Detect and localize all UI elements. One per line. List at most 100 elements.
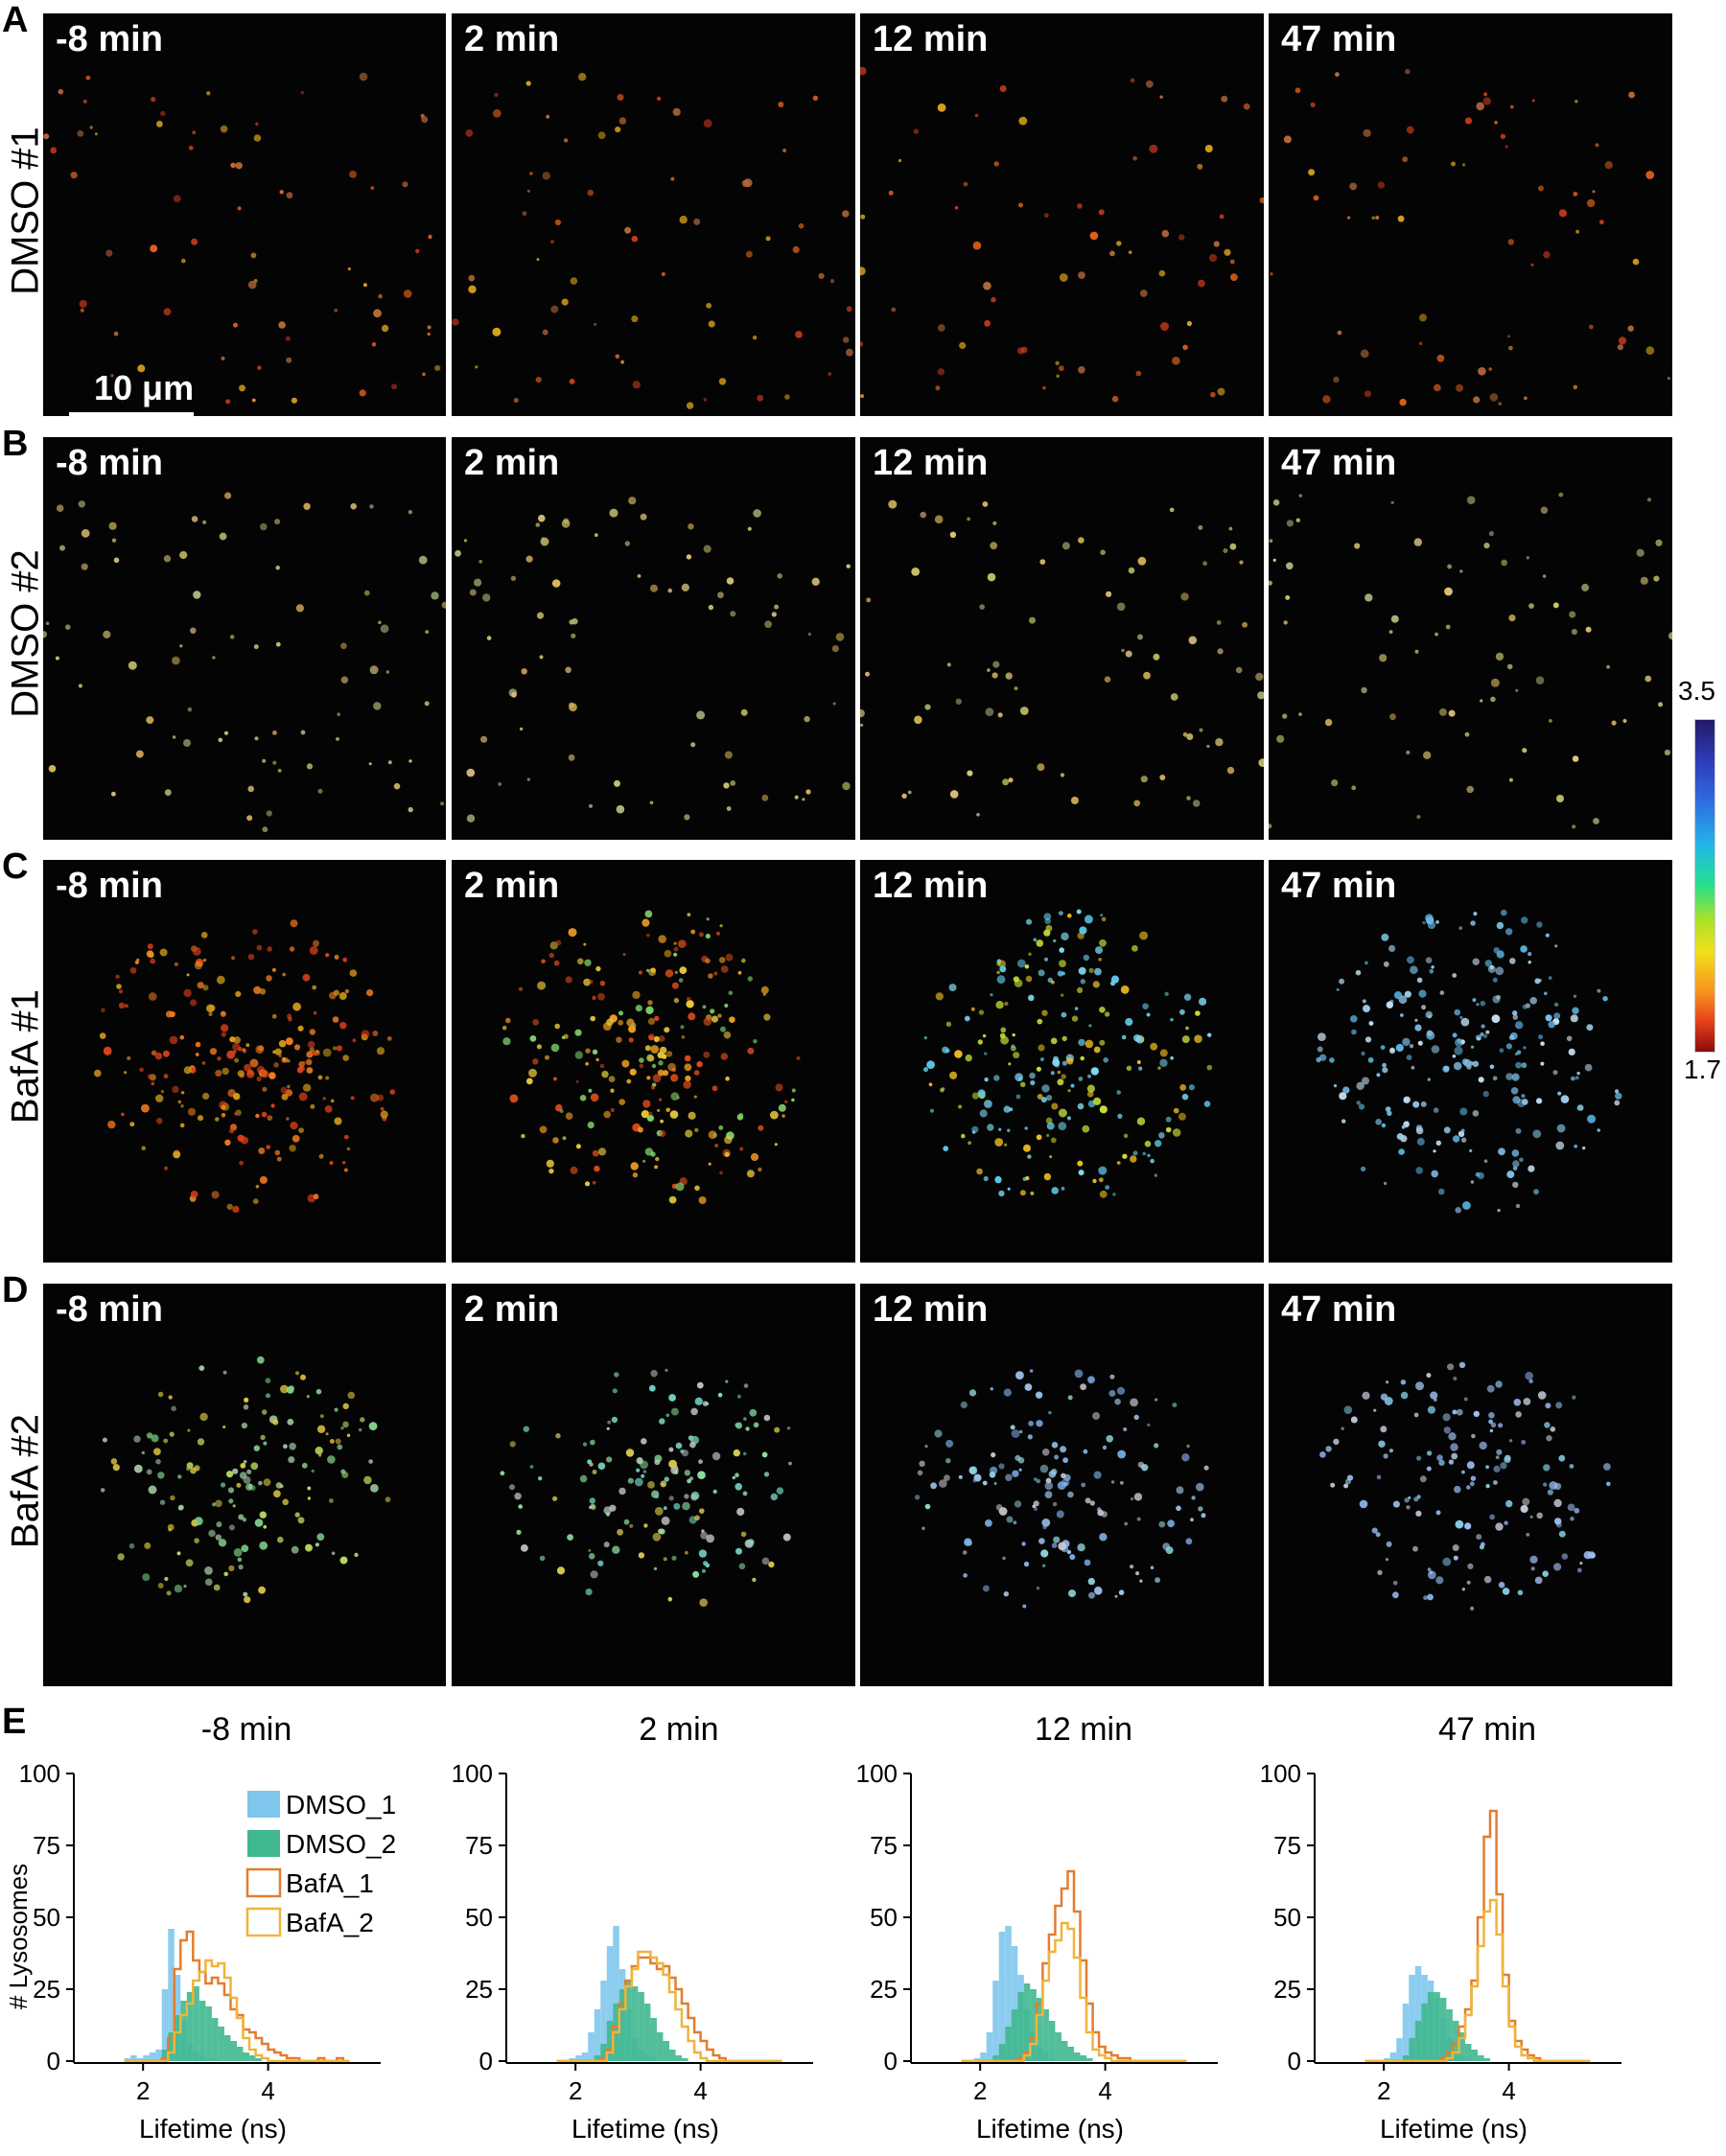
lysosome-dot xyxy=(999,85,1007,92)
lysosome-dot xyxy=(1489,1514,1495,1520)
lysosome-dot xyxy=(178,1504,184,1511)
lysosome-dot xyxy=(248,1485,253,1490)
lysosome-dot xyxy=(1226,766,1235,775)
lysosome-dot xyxy=(475,365,478,369)
lysosome-dot xyxy=(1023,1561,1030,1567)
lysosome-dot xyxy=(55,656,59,661)
lysosome-dot xyxy=(1427,920,1436,930)
lysosome-dot xyxy=(252,1198,259,1204)
lysosome-dot xyxy=(302,1083,312,1092)
lysosome-dot xyxy=(1085,1039,1094,1049)
lysosome-dot xyxy=(1285,594,1291,600)
histogram-bar-dmso_2 xyxy=(193,1986,199,2061)
lysosome-dot xyxy=(274,1149,281,1156)
lysosome-dot xyxy=(1029,1369,1034,1373)
lysosome-dot xyxy=(263,1524,268,1529)
lysosome-dot xyxy=(1384,1397,1393,1405)
histogram-bar-dmso_2 xyxy=(1464,2044,1472,2061)
lysosome-dot xyxy=(202,520,207,524)
lysosome-dot xyxy=(1444,587,1453,596)
lysosome-dot xyxy=(1003,1591,1009,1597)
time-label: -8 min xyxy=(56,1289,163,1330)
lysosome-dot xyxy=(999,965,1007,973)
lysosome-dot xyxy=(186,973,190,977)
lysosome-dot xyxy=(1172,1128,1181,1137)
lysosome-dot xyxy=(708,604,714,611)
lysosome-dot xyxy=(303,502,311,510)
lysosome-dot xyxy=(525,555,533,563)
histogram-bar-dmso_2 xyxy=(211,2018,219,2061)
lysosome-dot xyxy=(1570,1516,1574,1521)
lysosome-dot xyxy=(151,1434,159,1443)
lysosome-dot xyxy=(509,1094,519,1103)
lysosome-dot xyxy=(552,1077,557,1081)
lysosome-dot xyxy=(546,1159,554,1168)
lysosome-dot xyxy=(998,1463,1005,1470)
lysosome-dot xyxy=(1053,939,1057,943)
lysosome-dot xyxy=(243,1591,248,1597)
lysosome-dot xyxy=(85,75,91,81)
lysosome-dot xyxy=(743,178,753,188)
lysosome-dot xyxy=(1061,1035,1067,1042)
lysosome-dot xyxy=(1385,1558,1389,1562)
lysosome-dot xyxy=(1093,1471,1102,1479)
lysosome-dot xyxy=(1283,620,1288,625)
lysosome-dot xyxy=(270,1103,275,1108)
lysosome-dot xyxy=(283,1444,288,1449)
lysosome-dot xyxy=(339,1556,348,1565)
lysosome-dot xyxy=(1116,1090,1121,1095)
lysosome-dot xyxy=(1050,1137,1057,1144)
lysosome-dot xyxy=(640,513,647,521)
lysosome-dot xyxy=(271,967,276,972)
lysosome-dot xyxy=(221,1032,226,1037)
lysosome-dot xyxy=(923,1067,928,1073)
lysosome-dot xyxy=(1007,1128,1011,1132)
lysosome-dot xyxy=(1505,1499,1513,1508)
lysosome-dot xyxy=(342,1421,349,1428)
lysosome-dot xyxy=(569,379,575,384)
lysosome-dot xyxy=(1412,1545,1418,1552)
lysosome-dot xyxy=(688,1111,696,1120)
lysosome-dot xyxy=(736,1507,745,1517)
lysosome-dot xyxy=(684,1063,692,1072)
lysosome-dot xyxy=(638,1552,645,1559)
lysosome-dot xyxy=(1584,1063,1593,1072)
lysosome-dot xyxy=(1044,1481,1054,1491)
lysosome-dot xyxy=(1339,1092,1347,1101)
lysosome-dot xyxy=(1198,279,1205,288)
lysosome-dot xyxy=(1510,1087,1519,1095)
lysosome-dot xyxy=(349,171,357,178)
lysosome-dot xyxy=(991,1452,996,1458)
lysosome-dot xyxy=(1005,672,1013,680)
lysosome-dot xyxy=(340,676,349,684)
lysosome-dot xyxy=(306,1067,314,1074)
lysosome-dot xyxy=(227,1487,235,1494)
lysosome-dot xyxy=(1080,1383,1086,1391)
histogram-bar-dmso_2 xyxy=(180,2001,187,2061)
lysosome-dot xyxy=(1380,1045,1386,1050)
lysosome-dot xyxy=(644,910,653,918)
lysosome-dot xyxy=(369,504,374,509)
lysosome-dot xyxy=(696,710,706,720)
lysosome-dot xyxy=(1367,1056,1374,1063)
lysosome-dot xyxy=(514,1493,522,1500)
lysosome-dot xyxy=(1496,1449,1503,1455)
lysosome-dot xyxy=(1024,1383,1033,1391)
lysosome-dot xyxy=(262,826,268,833)
lysosome-dot xyxy=(322,1048,332,1057)
lysosome-dot xyxy=(431,591,439,600)
lysosome-dot xyxy=(689,1476,693,1481)
lysosome-dot xyxy=(618,1099,625,1105)
lysosome-dot xyxy=(1043,957,1049,962)
lysosome-dot xyxy=(1463,1058,1472,1067)
lysosome-dot xyxy=(1382,1067,1388,1074)
lysosome-dot xyxy=(1172,357,1180,365)
lysosome-dot xyxy=(295,604,304,613)
lysosome-dot xyxy=(1147,1153,1151,1157)
lysosome-dot xyxy=(523,1426,529,1432)
lysosome-dot xyxy=(501,1025,507,1031)
lysosome-dot xyxy=(1092,1412,1101,1420)
lysosome-dot xyxy=(574,1051,583,1059)
lysosome-dot xyxy=(655,1156,660,1162)
lysosome-dot xyxy=(970,1007,975,1011)
